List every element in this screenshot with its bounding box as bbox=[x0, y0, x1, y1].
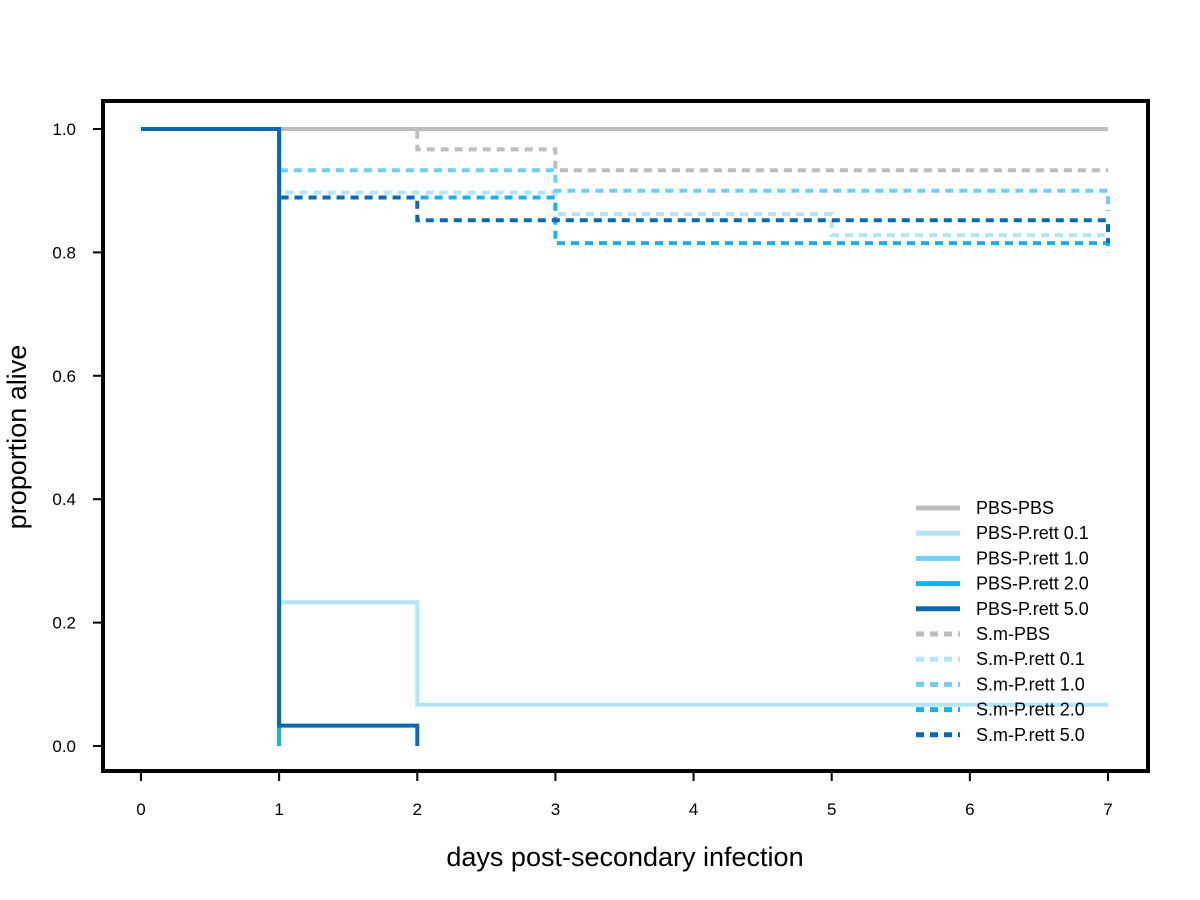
legend-label: S.m-P.rett 0.1 bbox=[976, 649, 1085, 669]
legend-label: S.m-P.rett 5.0 bbox=[976, 725, 1085, 745]
y-tick-label: 0.0 bbox=[52, 737, 76, 756]
legend-label: PBS-P.rett 1.0 bbox=[976, 548, 1089, 568]
plot-frame bbox=[101, 99, 1150, 773]
x-tick-label: 0 bbox=[136, 800, 145, 819]
legend-label: PBS-P.rett 2.0 bbox=[976, 574, 1089, 594]
series-line bbox=[277, 129, 1110, 244]
x-tick-label: 4 bbox=[689, 800, 698, 819]
legend-label: PBS-P.rett 5.0 bbox=[976, 599, 1089, 619]
y-axis-title: proportion alive bbox=[2, 345, 32, 530]
legend-label: S.m-P.rett 2.0 bbox=[976, 700, 1085, 720]
axis-layer: 0 1 2 3 4 5 6 7 0.0 0.2 0.4 0.6 0.8 1.0 bbox=[52, 120, 1112, 819]
x-tick-label: 5 bbox=[827, 800, 836, 819]
y-tick-label: 1.0 bbox=[52, 120, 76, 139]
x-tick-label: 6 bbox=[965, 800, 974, 819]
y-tick-label: 0.6 bbox=[52, 367, 76, 386]
y-tick-label: 0.8 bbox=[52, 243, 76, 262]
series-line bbox=[141, 127, 420, 746]
series-line bbox=[279, 127, 1108, 173]
x-axis-title: days post-secondary infection bbox=[446, 842, 803, 872]
legend-label: S.m-P.rett 1.0 bbox=[976, 674, 1085, 694]
legend-label: S.m-PBS bbox=[976, 624, 1050, 644]
x-tick-label: 7 bbox=[1103, 800, 1112, 819]
legend-label: PBS-PBS bbox=[976, 498, 1054, 518]
legend: PBS-PBS PBS-P.rett 0.1 PBS-P.rett 1.0 PBS-P… bbox=[916, 498, 1089, 745]
y-tick-label: 0.4 bbox=[52, 490, 76, 509]
x-tick-label: 1 bbox=[274, 800, 283, 819]
x-tick-label: 3 bbox=[551, 800, 560, 819]
x-tick-label: 2 bbox=[413, 800, 422, 819]
legend-label: PBS-P.rett 0.1 bbox=[976, 523, 1089, 543]
y-tick-label: 0.2 bbox=[52, 614, 76, 633]
series-layer bbox=[141, 127, 1110, 746]
